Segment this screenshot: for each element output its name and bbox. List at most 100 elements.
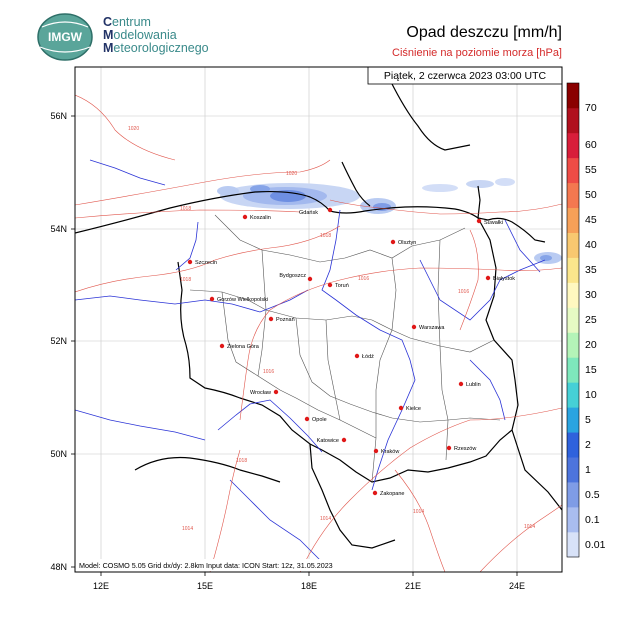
- colorbar-segment: [567, 207, 579, 233]
- city-label: Gorzów Wielkopolski: [217, 297, 268, 303]
- axis-ticks: [71, 115, 518, 576]
- city-label: Lublin: [466, 382, 481, 388]
- lat-label: 54N: [50, 224, 67, 234]
- city-label: Zakopane: [380, 491, 404, 497]
- city-label: Wrocław: [250, 390, 271, 396]
- colorbar-segment: [567, 482, 579, 508]
- colorbar-label: 0.5: [585, 488, 600, 501]
- colorbar-segment: [567, 157, 579, 184]
- rivers: [75, 159, 546, 561]
- regional-boundaries: [189, 214, 501, 483]
- city-marker: [354, 353, 360, 359]
- isobar-label: 1016: [263, 369, 274, 375]
- city-marker: [341, 437, 347, 443]
- map-title: Opad deszczu [mm/h]: [406, 24, 562, 41]
- colorbar-label: 30: [585, 289, 597, 302]
- isobar-label: 1020: [128, 126, 139, 132]
- colorbar-segment: [567, 432, 579, 458]
- city-marker: [307, 276, 313, 282]
- colorbar-segment: [567, 282, 579, 308]
- colorbar-segment: [567, 457, 579, 483]
- isobar-label: 1018: [180, 206, 191, 212]
- city-label: Rzeszów: [454, 446, 476, 452]
- colorbar-label: 5: [585, 413, 591, 426]
- colorbar-label: 60: [585, 139, 597, 152]
- isobars: [75, 94, 562, 572]
- colorbar-segment: [567, 232, 579, 258]
- colorbar-segment: [567, 332, 579, 358]
- isobar-label: 1014: [524, 524, 535, 530]
- colorbar-label: 20: [585, 338, 597, 351]
- city-marker: [390, 239, 396, 245]
- colorbar-label: 0.01: [585, 538, 606, 551]
- graticule: [75, 67, 562, 572]
- city-marker: [304, 416, 310, 422]
- lon-label: 24E: [509, 581, 525, 591]
- city-label: Bydgoszcz: [279, 273, 306, 279]
- city-label: Opole: [312, 417, 327, 423]
- isobar-label: 1014: [320, 516, 331, 522]
- cities: Gdańsk Koszalin Suwałki Olsztyn Szczecin…: [187, 207, 515, 497]
- forecast-datetime: Piątek, 2 czerwca 2023 03:00 UTC: [384, 70, 547, 82]
- colorbar-label: 10: [585, 388, 597, 401]
- org-line-2: Modelowania: [103, 28, 177, 42]
- org-line-3: Meteorologicznego: [103, 41, 209, 55]
- colorbar-label: 0.1: [585, 513, 600, 526]
- lon-label: 18E: [301, 581, 317, 591]
- colorbar-segment: [567, 532, 579, 558]
- city-marker: [373, 448, 379, 454]
- isobar-label: 1016: [458, 289, 469, 295]
- colorbar-segment: [567, 507, 579, 533]
- map-frame: [74, 66, 563, 573]
- city-label: Warszawa: [419, 325, 445, 331]
- lat-label: 56N: [50, 111, 67, 121]
- logo-text: IMGW: [48, 30, 83, 44]
- city-label: Koszalin: [250, 215, 271, 221]
- city-label: Zielona Góra: [227, 344, 260, 350]
- isobar-label: 1014: [413, 509, 424, 515]
- city-marker: [219, 343, 225, 349]
- lat-label: 48N: [50, 562, 67, 572]
- city-label: Poznań: [276, 317, 295, 323]
- city-label: Kielce: [406, 406, 421, 412]
- colorbar-segment: [567, 257, 579, 283]
- colorbar-label: 25: [585, 314, 597, 326]
- colorbar-label: 40: [585, 239, 597, 252]
- isobar-label: 1020: [286, 171, 297, 177]
- city-label: Gdańsk: [299, 210, 318, 216]
- model-info-box: [76, 559, 386, 571]
- city-marker: [446, 445, 452, 451]
- model-info: Model: COSMO 5.05 Grid dx/dy: 2.8km Inpu…: [79, 561, 333, 570]
- colorbar-segment: [567, 182, 579, 209]
- colorbar-label: 35: [585, 264, 597, 277]
- isobar-label: 1016: [358, 276, 369, 282]
- isobar-labels: 1020 1020 1018 1018 1018 1016 1016 1016 …: [128, 126, 535, 532]
- colorbar-segment: [567, 407, 579, 433]
- colorbar-segment: [567, 107, 579, 134]
- axis-labels: 12E 15E 18E 21E 24E 56N 54N 52N 50N 48N: [50, 111, 525, 591]
- lon-label: 12E: [93, 581, 109, 591]
- colorbar-segment: [567, 382, 579, 408]
- colorbar-segment: [567, 132, 579, 159]
- colorbar-segment: [567, 83, 579, 109]
- city-label: Olsztyn: [398, 240, 416, 246]
- city-marker: [485, 275, 491, 281]
- city-marker: [327, 207, 333, 213]
- lon-label: 21E: [405, 581, 421, 591]
- city-label: Białystok: [493, 276, 515, 282]
- colorbar-label: 50: [585, 189, 597, 202]
- city-marker: [398, 405, 404, 411]
- colorbar-label: 2: [585, 438, 591, 451]
- colorbar-label: 70: [585, 101, 597, 114]
- organization-name: Centrum Modelowania Meteorologicznego: [103, 16, 209, 55]
- isobar-label: 1018: [180, 277, 191, 283]
- city-marker: [187, 259, 193, 265]
- city-marker: [273, 389, 279, 395]
- lat-label: 52N: [50, 336, 67, 346]
- colorbar-segment: [567, 307, 579, 333]
- colorbar-label: 45: [585, 214, 597, 227]
- city-marker: [372, 490, 378, 496]
- colorbar-label: 15: [585, 363, 597, 376]
- city-marker: [209, 296, 215, 302]
